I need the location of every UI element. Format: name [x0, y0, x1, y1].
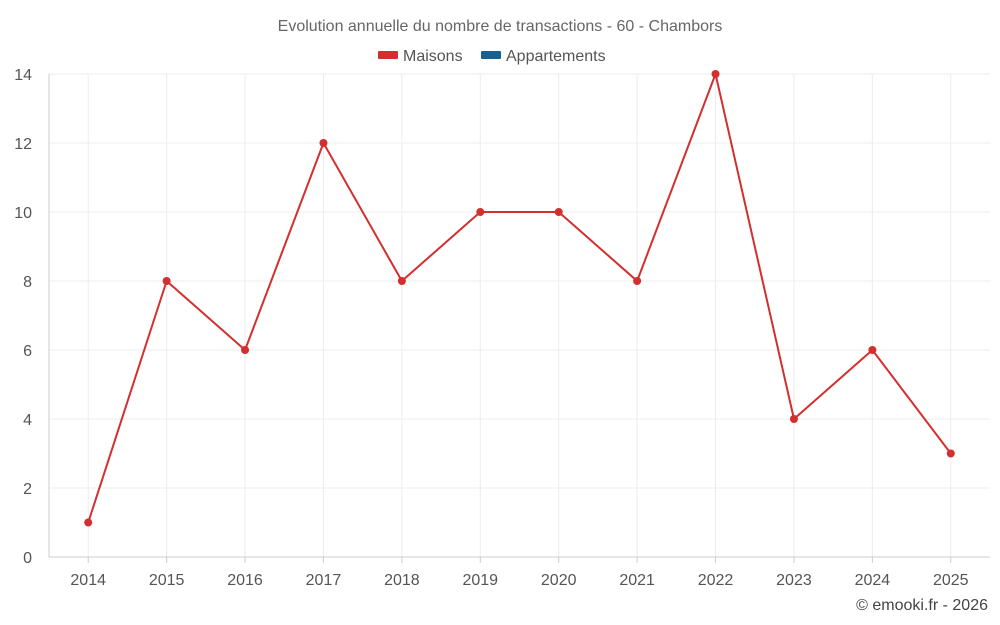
data-point-maisons-2025[interactable]	[946, 449, 955, 458]
data-point-maisons-2014[interactable]	[84, 518, 93, 527]
data-point-maisons-2021[interactable]	[633, 277, 642, 285]
data-point-maisons-2019[interactable]	[476, 208, 485, 216]
credit-text: © emooki.fr - 2026	[856, 597, 988, 614]
y-tick-label-2: 4	[23, 412, 32, 429]
y-tick-label-1: 2	[23, 481, 32, 498]
data-point-maisons-2016[interactable]	[241, 346, 250, 354]
y-axis-ticks: 0 2 4 6 8 10 12 14	[14, 67, 32, 567]
y-tick-label-6: 12	[14, 136, 32, 153]
legend-swatch-appartements	[481, 51, 501, 59]
legend-item-maisons[interactable]: Maisons	[378, 48, 463, 65]
data-point-maisons-2024[interactable]	[868, 346, 877, 354]
x-tick-label-2025: 2025	[933, 572, 969, 589]
x-tick-label-2024: 2024	[855, 572, 891, 589]
axes	[48, 74, 990, 558]
legend-label-appartements: Appartements	[506, 48, 606, 65]
x-tick-label-2020: 2020	[541, 572, 577, 589]
x-tick-label-2014: 2014	[70, 572, 106, 589]
y-tick-label-0: 0	[23, 550, 32, 567]
y-tick-label-3: 6	[23, 343, 32, 360]
y-tick-label-4: 8	[23, 274, 32, 291]
x-tick-label-2019: 2019	[462, 572, 498, 589]
series-maisons	[84, 70, 955, 527]
x-axis-ticks: 2014 2015 2016 2017 2018 2019 2020 2021 2022 2023…	[70, 557, 969, 589]
x-tick-label-2021: 2021	[619, 572, 655, 589]
legend: Maisons Appartements	[378, 48, 606, 65]
y-tick-label-5: 10	[14, 205, 32, 222]
y-tick-label-7: 14	[14, 67, 32, 84]
data-point-maisons-2022[interactable]	[711, 70, 720, 78]
x-tick-label-2015: 2015	[149, 572, 185, 589]
x-tick-label-2017: 2017	[306, 572, 342, 589]
data-point-maisons-2023[interactable]	[789, 415, 798, 423]
data-point-maisons-2015[interactable]	[162, 277, 171, 285]
x-tick-label-2022: 2022	[698, 572, 734, 589]
data-point-maisons-2020[interactable]	[554, 208, 563, 216]
grid	[49, 73, 990, 557]
data-point-maisons-2017[interactable]	[319, 139, 328, 147]
x-tick-label-2018: 2018	[384, 572, 420, 589]
x-tick-label-2023: 2023	[776, 572, 812, 589]
chart-title: Evolution annuelle du nombre de transact…	[278, 18, 723, 35]
series-line-maisons	[87, 73, 952, 523]
legend-swatch-maisons	[378, 51, 398, 59]
legend-label-maisons: Maisons	[403, 48, 463, 65]
legend-item-appartements[interactable]: Appartements	[481, 48, 606, 65]
data-point-maisons-2018[interactable]	[397, 277, 406, 285]
x-tick-label-2016: 2016	[227, 572, 263, 589]
